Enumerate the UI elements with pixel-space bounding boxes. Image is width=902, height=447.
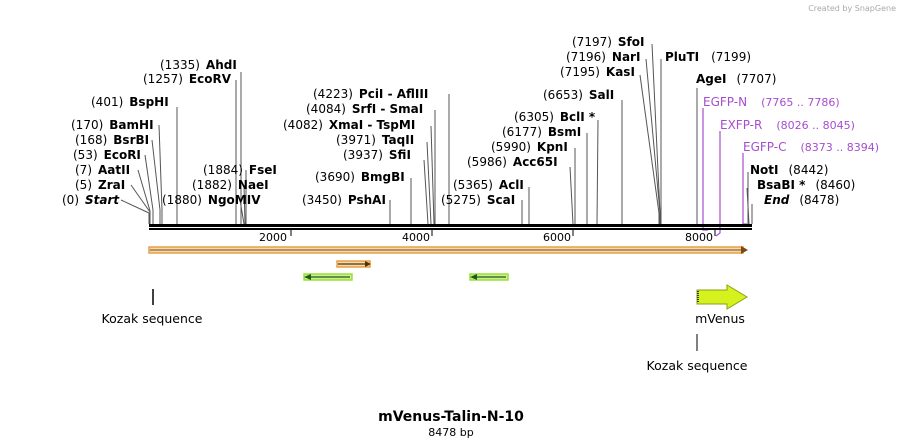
kozak-left-label: Kozak sequence xyxy=(102,311,203,326)
snapgene-watermark: Created by SnapGene xyxy=(808,4,896,13)
tick-2000-label: 2000 xyxy=(259,231,287,244)
small-orf-arrow xyxy=(336,260,371,268)
enzyme-fsei: (1884) FseI xyxy=(203,163,277,177)
enzyme-taqii: (3971) TaqII xyxy=(336,133,414,147)
sfoi-line xyxy=(651,43,661,224)
kasi-line xyxy=(639,74,660,224)
enzyme-end: End (8478) xyxy=(764,193,839,207)
enzyme-bamhi: (170) BamHI xyxy=(71,118,154,132)
enzyme-scai: (5275) ScaI xyxy=(441,193,515,207)
kozak-right-label: Kozak sequence xyxy=(647,358,748,373)
enzyme-ecori: (53) EcoRI xyxy=(73,148,141,162)
aatii-line xyxy=(137,169,151,224)
primer-egfp-n: EGFP-N (7765 .. 7786) xyxy=(703,95,840,109)
enzyme-nari: (7196) NarI xyxy=(566,50,640,64)
backbone-bottom-strand xyxy=(149,228,752,230)
bsrbi-line xyxy=(151,139,161,224)
bamhi-line xyxy=(158,124,163,224)
backbone-top-strand xyxy=(149,224,752,227)
mvenus-feature: mVenus xyxy=(695,284,748,326)
small-orf-head xyxy=(365,261,371,267)
ngomiv-line xyxy=(239,199,245,225)
enzyme-ngomiv: (1880) NgoMIV xyxy=(162,193,261,207)
mvenus-label: mVenus xyxy=(695,311,745,326)
egfp-c-line xyxy=(742,153,747,225)
enzyme-kasi: (7195) KasI xyxy=(560,65,635,79)
sfii-line xyxy=(423,159,429,225)
taqii-line xyxy=(426,141,432,225)
enzyme-acli: (5365) AclI xyxy=(453,178,524,192)
egfp-n-line xyxy=(702,108,708,231)
watermark-text: Created by SnapGene xyxy=(808,4,896,13)
enzyme-acc65i: (5986) Acc65I xyxy=(467,155,558,169)
enzyme-bsmi: (6177) BsmI xyxy=(502,125,581,139)
enzyme-srfi: (4084) SrfI - SmaI xyxy=(306,102,423,116)
tick-6000-label: 6000 xyxy=(543,231,571,244)
enzyme-xmai: (4082) XmaI - TspMI xyxy=(283,118,415,132)
bcli-line xyxy=(596,119,599,225)
zrai-line xyxy=(130,184,151,224)
enzyme-naei: (1882) NaeI xyxy=(192,178,269,192)
enzyme-pluti: PluTI (7199) xyxy=(665,50,751,64)
orf-arrow xyxy=(148,246,748,254)
enzyme-bsrbi: (168) BsrBI xyxy=(75,133,149,147)
enzyme-ecorv: (1257) EcoRV xyxy=(143,72,232,86)
kozak-right: Kozak sequence xyxy=(647,334,748,373)
map-title: mVenus-Talin-N-10 8478 bp xyxy=(378,409,524,439)
enzyme-bsphi: (401) BspHI xyxy=(91,95,169,109)
orf-head xyxy=(741,246,748,254)
bsabi-line xyxy=(746,187,750,225)
tick-8000-label: 8000 xyxy=(685,231,713,244)
naei-line xyxy=(243,184,246,225)
enzyme-sali: (6653) SalI xyxy=(543,88,614,102)
acc65i-line xyxy=(569,166,574,225)
enzyme-sfii: (3937) SfiI xyxy=(343,148,411,162)
green-arrow-1-head xyxy=(304,274,311,280)
mvenus-arrow xyxy=(696,284,748,310)
plasmid-name: mVenus-Talin-N-10 xyxy=(378,409,524,425)
ecori-line xyxy=(144,154,154,224)
enzyme-agei: AgeI (7707) xyxy=(696,72,776,86)
backbone: 2000 4000 6000 8000 xyxy=(149,224,752,244)
enzyme-bmgbi: (3690) BmgBI xyxy=(315,170,405,184)
enzyme-aatii: (7) AatII xyxy=(75,163,130,177)
enzyme-pcii: (4223) PciI - AflIII xyxy=(313,87,428,101)
green-arrow-1 xyxy=(303,273,353,281)
xmai-line xyxy=(430,125,435,225)
plasmid-length: 8478 bp xyxy=(428,426,473,439)
primer-labels: EGFP-N (7765 .. 7786) EXFP-R (8026 .. 8045… xyxy=(703,95,879,154)
enzyme-ahdi: (1335) AhdI xyxy=(160,58,237,72)
green-arrow-2-head xyxy=(470,274,477,280)
exfp-r-line xyxy=(715,131,721,237)
tick-4000-label: 4000 xyxy=(402,231,430,244)
enzyme-bcli: (6305) BclI * xyxy=(514,110,596,124)
kozak-left: Kozak sequence xyxy=(102,289,203,326)
enzyme-kpni: (5990) KpnI xyxy=(491,140,568,154)
enzyme-noti: NotI (8442) xyxy=(750,163,828,177)
start-line xyxy=(120,199,150,224)
enzyme-sfoi: (7197) SfoI xyxy=(572,35,644,49)
primer-egfp-c: EGFP-C (8373 .. 8394) xyxy=(743,140,879,154)
enzyme-start: (0) Start xyxy=(62,193,120,207)
nari-line xyxy=(645,58,661,224)
primer-exfp-r: EXFP-R (8026 .. 8045) xyxy=(720,118,855,132)
enzyme-labels: (0) Start (5) ZraI (7) AatII (53) EcoRI (168… xyxy=(62,35,855,207)
enzyme-pshai: (3450) PshAI xyxy=(302,193,386,207)
enzyme-zrai: (5) ZraI xyxy=(75,178,125,192)
enzyme-bsabi: BsaBI * (8460) xyxy=(757,178,855,192)
cut-site-lines xyxy=(120,43,753,225)
green-arrow-2 xyxy=(469,273,509,281)
